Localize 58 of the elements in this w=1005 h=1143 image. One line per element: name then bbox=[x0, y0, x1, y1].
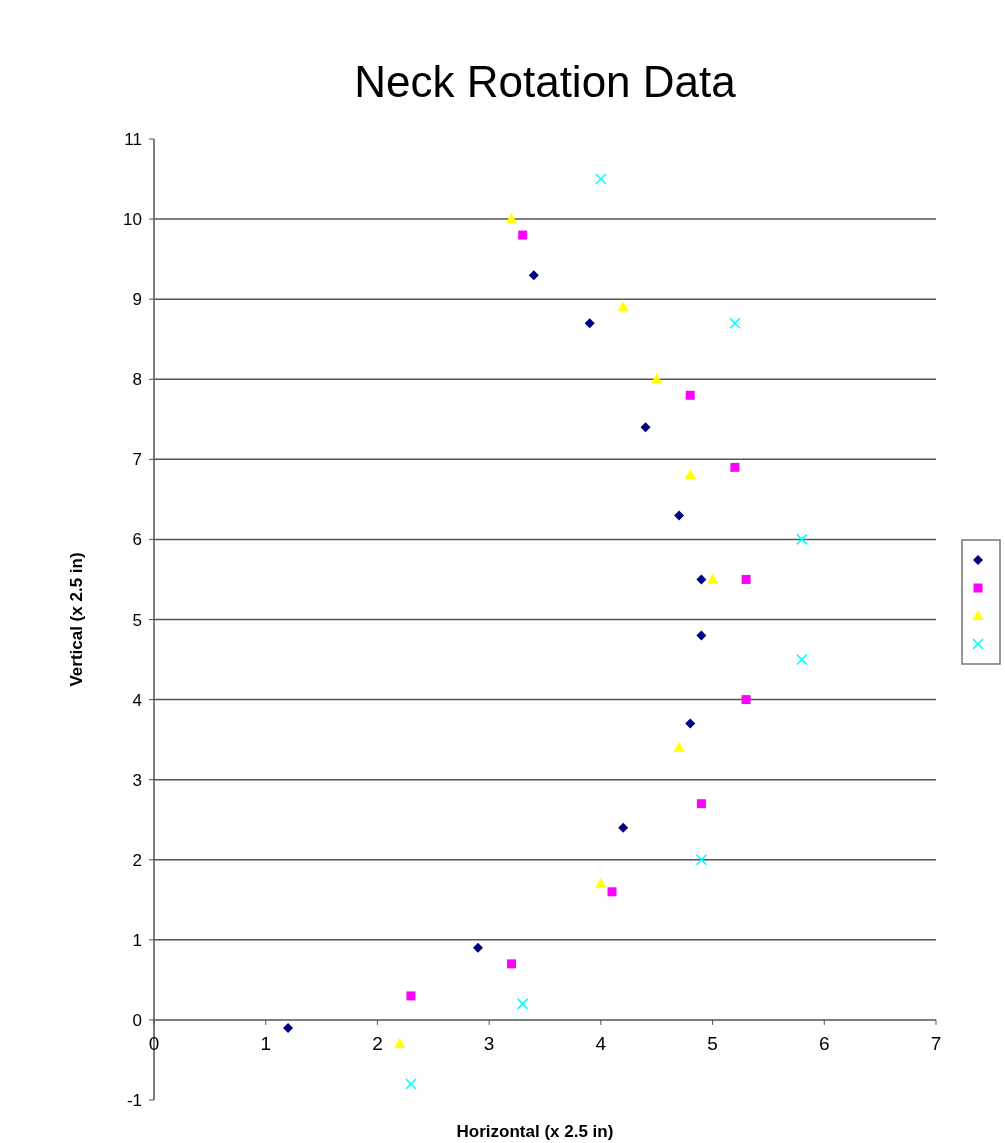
point bbox=[394, 1037, 406, 1048]
x-tick-label: 2 bbox=[372, 1032, 383, 1054]
x-tick-label: 7 bbox=[930, 1032, 942, 1054]
point bbox=[406, 991, 416, 1001]
y-tick-label: 4 bbox=[132, 690, 142, 710]
point bbox=[674, 510, 685, 521]
x-tick-label: 3 bbox=[483, 1032, 495, 1054]
y-tick-label: 9 bbox=[132, 290, 142, 310]
y-axis-title: Vertical (x 2.5 in) bbox=[67, 552, 86, 687]
point bbox=[696, 630, 707, 641]
point bbox=[518, 230, 528, 240]
x-axis-title: Horizontal (x 2.5 in) bbox=[456, 1122, 614, 1141]
y-tick-label: 3 bbox=[132, 770, 142, 790]
point bbox=[741, 574, 751, 584]
point bbox=[640, 422, 651, 433]
y-tick-label: 10 bbox=[123, 210, 142, 230]
x-tick-label: 0 bbox=[148, 1032, 160, 1054]
point bbox=[595, 173, 607, 185]
y-tick-label: 0 bbox=[132, 1010, 142, 1030]
chart-title: Neck Rotation Data bbox=[354, 57, 737, 106]
x-tick-label: 1 bbox=[260, 1032, 271, 1054]
y-tick-label: 2 bbox=[132, 850, 142, 870]
point bbox=[685, 390, 695, 400]
point bbox=[796, 533, 808, 546]
y-tick-label: 6 bbox=[132, 530, 142, 550]
point bbox=[283, 1022, 294, 1033]
point bbox=[618, 822, 629, 833]
point bbox=[595, 877, 607, 888]
point bbox=[730, 462, 740, 472]
point bbox=[707, 573, 719, 584]
point bbox=[729, 317, 741, 329]
point bbox=[696, 574, 707, 585]
point bbox=[684, 469, 696, 480]
y-tick-label: 7 bbox=[132, 450, 142, 470]
point bbox=[651, 373, 663, 384]
point bbox=[696, 799, 706, 809]
point bbox=[796, 653, 808, 666]
point bbox=[584, 318, 595, 329]
x-tick-label: 5 bbox=[707, 1032, 718, 1054]
point bbox=[405, 1078, 417, 1090]
point bbox=[505, 213, 517, 224]
y-tick-label: 1 bbox=[132, 930, 142, 950]
y-tick-label: -1 bbox=[126, 1091, 142, 1110]
point bbox=[516, 998, 529, 1010]
point bbox=[695, 853, 708, 866]
y-tick-label: 8 bbox=[132, 370, 142, 390]
point bbox=[506, 959, 516, 969]
point bbox=[472, 942, 483, 953]
point bbox=[617, 301, 629, 312]
x-tick-label: 6 bbox=[819, 1032, 830, 1054]
point bbox=[607, 887, 617, 897]
point bbox=[741, 695, 751, 705]
y-tick-label: 5 bbox=[132, 610, 142, 630]
point bbox=[685, 718, 696, 729]
point bbox=[673, 741, 685, 752]
point bbox=[528, 270, 539, 281]
y-tick-label: 11 bbox=[124, 130, 142, 149]
x-tick-label: 4 bbox=[595, 1032, 607, 1054]
